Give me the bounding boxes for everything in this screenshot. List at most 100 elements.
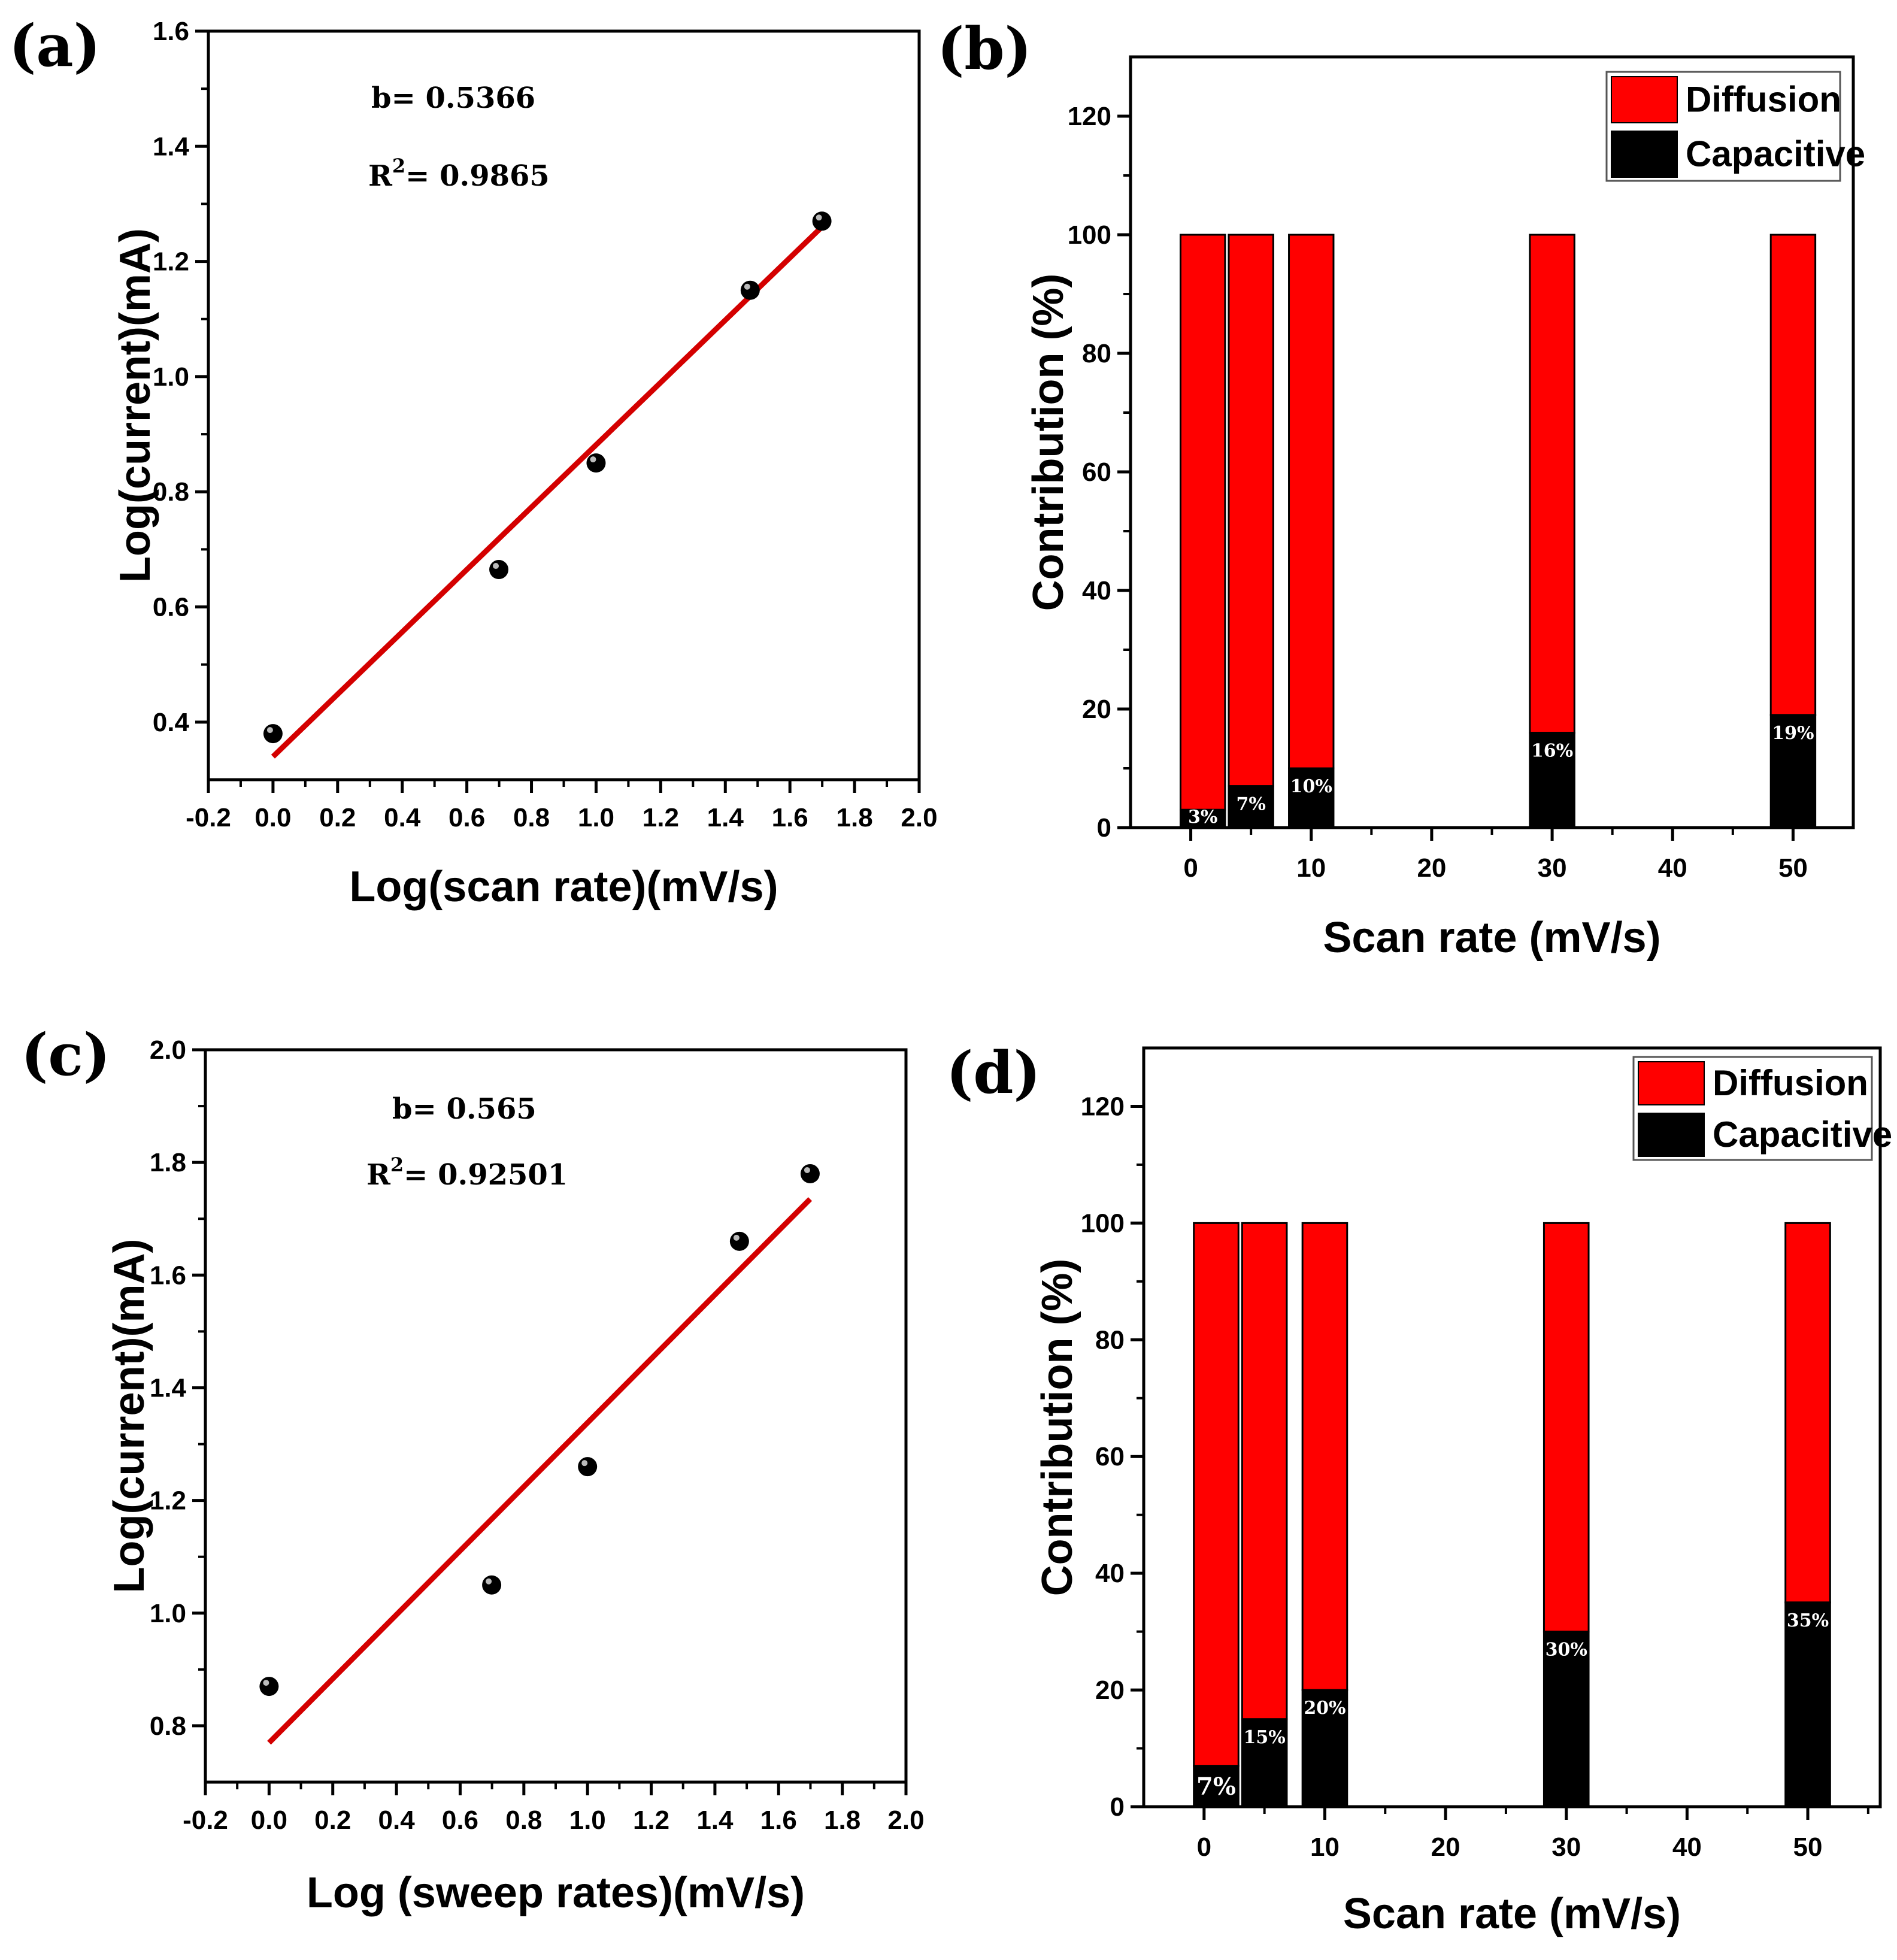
y-tick-label: 0.6 xyxy=(153,593,189,622)
bar-diffusion xyxy=(1301,1222,1348,1691)
x-tick-label: 0 xyxy=(1183,853,1198,883)
data-point-highlight xyxy=(263,1680,269,1686)
x-tick-label: 2.0 xyxy=(901,803,937,832)
bar-value-label: 15% xyxy=(1244,1727,1286,1748)
y-tick-label: 1.6 xyxy=(153,17,189,46)
x-tick-label: 1.6 xyxy=(760,1805,797,1835)
data-point-highlight xyxy=(804,1167,810,1173)
y-tick-label: 120 xyxy=(1068,102,1111,131)
y-tick-label: 0.4 xyxy=(153,708,190,737)
x-tick-label: 50 xyxy=(1778,853,1808,883)
y-tick-label: 1.4 xyxy=(150,1373,187,1402)
x-tick-label: 0.2 xyxy=(319,803,356,832)
legend-label-diffusion: Diffusion xyxy=(1713,1063,1868,1103)
y-tick-label: 1.2 xyxy=(153,247,189,277)
bar-capacitive xyxy=(1543,1631,1590,1808)
x-tick-label: 0.0 xyxy=(254,803,291,832)
data-point xyxy=(578,1457,598,1477)
bar-value-label: 35% xyxy=(1787,1610,1829,1631)
annotation-r2: R2= 0.92501 xyxy=(366,1153,568,1192)
x-tick-label: -0.2 xyxy=(186,803,231,832)
x-tick-label: 30 xyxy=(1551,1832,1581,1862)
y-tick-label: 60 xyxy=(1082,458,1111,487)
x-axis-title: Log(scan rate)(mV/s) xyxy=(349,863,778,911)
x-tick-label: 1.2 xyxy=(633,1805,669,1835)
y-tick-label: 40 xyxy=(1082,576,1111,605)
data-point-highlight xyxy=(493,563,499,569)
x-tick-label: 0.2 xyxy=(314,1805,351,1835)
bar-diffusion xyxy=(1543,1222,1590,1633)
x-tick-label: 0.0 xyxy=(251,1805,287,1835)
data-point-highlight xyxy=(590,456,596,463)
data-point xyxy=(586,453,606,473)
bar-diffusion xyxy=(1784,1222,1831,1604)
x-tick-label: 10 xyxy=(1310,1832,1340,1862)
bar-value-label: 16% xyxy=(1531,741,1573,762)
y-tick-label: 100 xyxy=(1081,1208,1125,1238)
x-axis-title: Log (sweep rates)(mV/s) xyxy=(307,1869,805,1917)
panel-a: -0.2 0.0 0.2 0.4 0.6 0.8 1.0 1.2 1.4 1.6 1.8 2.0 0.4… xyxy=(9,12,938,911)
y-tick-label: 80 xyxy=(1082,339,1111,368)
x-tick-label: 1.4 xyxy=(696,1805,734,1835)
y-tick-label: 0.8 xyxy=(153,477,189,507)
bar-diffusion xyxy=(1288,234,1335,770)
bar-value-label: 19% xyxy=(1772,723,1814,744)
y-axis-title: Log(current)(mA) xyxy=(111,228,159,583)
x-tick-label: 1.0 xyxy=(569,1805,606,1835)
legend-swatch-capacitive xyxy=(1611,131,1678,178)
y-tick-label: 1.0 xyxy=(153,362,189,392)
bar-diffusion xyxy=(1529,234,1575,734)
x-tick-label: 0.8 xyxy=(513,803,550,832)
y-tick-label: 1.0 xyxy=(150,1599,186,1628)
x-tick-label: 0.6 xyxy=(442,1805,478,1835)
x-tick-label: 1.6 xyxy=(772,803,808,832)
bar-value-label: 30% xyxy=(1546,1640,1587,1661)
y-tick-label: 0 xyxy=(1110,1792,1125,1822)
x-tick-label: 0.4 xyxy=(378,1805,416,1835)
x-tick-label: 30 xyxy=(1538,853,1567,883)
annotation-b-value: b= 0.565 xyxy=(392,1092,537,1126)
x-tick-label: 40 xyxy=(1658,853,1687,883)
data-point-highlight xyxy=(733,1234,740,1241)
plot-frame-d xyxy=(1142,1046,1882,1808)
data-point xyxy=(812,211,832,231)
y-axis-title: Log(current)(mA) xyxy=(105,1239,153,1594)
x-axis-title: Scan rate (mV/s) xyxy=(1323,914,1660,962)
panel-label: (c) xyxy=(21,1021,110,1089)
x-tick-label: 1.8 xyxy=(837,803,873,832)
bar-value-label: 10% xyxy=(1290,776,1332,797)
bar-capacitive xyxy=(1784,1601,1831,1808)
x-tick-label: 0 xyxy=(1197,1832,1211,1862)
x-tick-label: 0.8 xyxy=(505,1805,542,1835)
data-point xyxy=(729,1231,749,1251)
x-tick-label: 2.0 xyxy=(887,1805,924,1835)
x-axis-title: Scan rate (mV/s) xyxy=(1343,1890,1681,1938)
data-point-highlight xyxy=(266,727,273,734)
y-tick-label: 1.8 xyxy=(150,1148,186,1177)
y-axis-title: Contribution (%) xyxy=(1025,274,1072,611)
y-tick-label: 40 xyxy=(1095,1559,1125,1588)
legend-swatch-diffusion xyxy=(1638,1061,1705,1105)
data-point-highlight xyxy=(816,214,822,221)
bar-value-label: 20% xyxy=(1304,1698,1346,1719)
y-tick-label: 60 xyxy=(1095,1442,1125,1471)
bar-diffusion xyxy=(1228,234,1274,787)
bar-value-label: 3% xyxy=(1188,807,1217,828)
data-point-highlight xyxy=(581,1460,588,1467)
x-tick-label: 40 xyxy=(1672,1832,1702,1862)
bar-capacitive xyxy=(1179,808,1226,829)
x-tick-label: 50 xyxy=(1793,1832,1823,1862)
bar-capacitive xyxy=(1288,767,1335,829)
x-tick-label: 1.8 xyxy=(824,1805,860,1835)
x-tick-label: 0.6 xyxy=(449,803,485,832)
data-point-highlight xyxy=(744,283,750,290)
data-point xyxy=(482,1575,502,1595)
x-tick-label: 10 xyxy=(1296,853,1326,883)
fit-line xyxy=(267,1197,813,1745)
bar-diffusion xyxy=(1241,1222,1288,1720)
legend-swatch-diffusion xyxy=(1611,76,1678,123)
data-point xyxy=(489,560,509,580)
legend-swatch-capacitive xyxy=(1638,1113,1705,1157)
y-tick-label: 0.8 xyxy=(150,1711,186,1741)
bar-diffusion xyxy=(1769,234,1817,716)
